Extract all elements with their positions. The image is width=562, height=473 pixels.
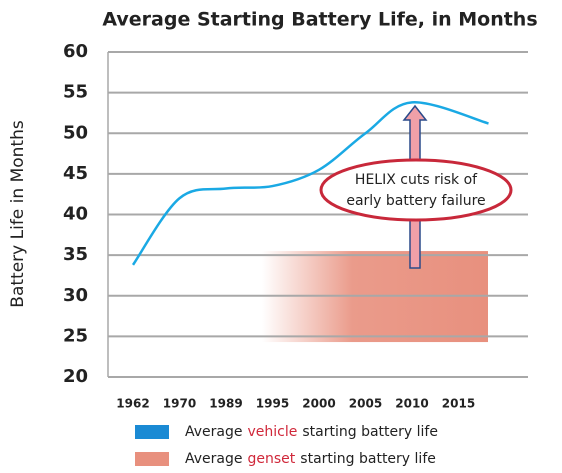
legend-text: vehicle [248, 424, 298, 440]
annotation-text: early battery failure [346, 193, 485, 209]
x-tick-label: 2015 [442, 397, 475, 411]
legend-text: starting battery life [302, 424, 438, 440]
x-tick-label: 2005 [349, 397, 382, 411]
chart-title: Average Starting Battery Life, in Months [102, 9, 537, 31]
y-tick-label: 35 [63, 244, 88, 265]
y-tick-label: 30 [63, 285, 88, 306]
x-tick-label: 1989 [209, 397, 242, 411]
legend-text: genset [248, 451, 296, 467]
legend-text: Average [185, 451, 243, 467]
x-tick-label: 1995 [256, 397, 289, 411]
y-tick-label: 20 [63, 366, 88, 387]
legend-label: Average genset starting battery life [185, 451, 436, 467]
vehicle-line [131, 101, 489, 266]
y-tick-label: 55 [63, 82, 88, 103]
y-axis-label: Battery Life in Months [8, 120, 28, 308]
x-tick-label: 2010 [395, 397, 428, 411]
annotation-text: HELIX cuts risk of [355, 172, 478, 188]
y-tick-label: 40 [63, 204, 88, 225]
y-tick-label: 45 [63, 163, 88, 184]
legend-label: Average vehicle starting battery life [185, 424, 438, 440]
y-tick-label: 50 [63, 122, 88, 143]
y-tick-label: 60 [63, 41, 88, 62]
x-tick-label: 1970 [163, 397, 196, 411]
x-tick-label: 1962 [116, 397, 149, 411]
legend-swatch [135, 425, 169, 439]
annotation-ellipse [319, 158, 513, 222]
y-tick-label: 25 [63, 325, 88, 346]
legend-text: Average [185, 424, 243, 440]
x-tick-label: 2000 [302, 397, 335, 411]
legend-swatch [135, 452, 169, 466]
legend-text: starting battery life [300, 451, 436, 467]
